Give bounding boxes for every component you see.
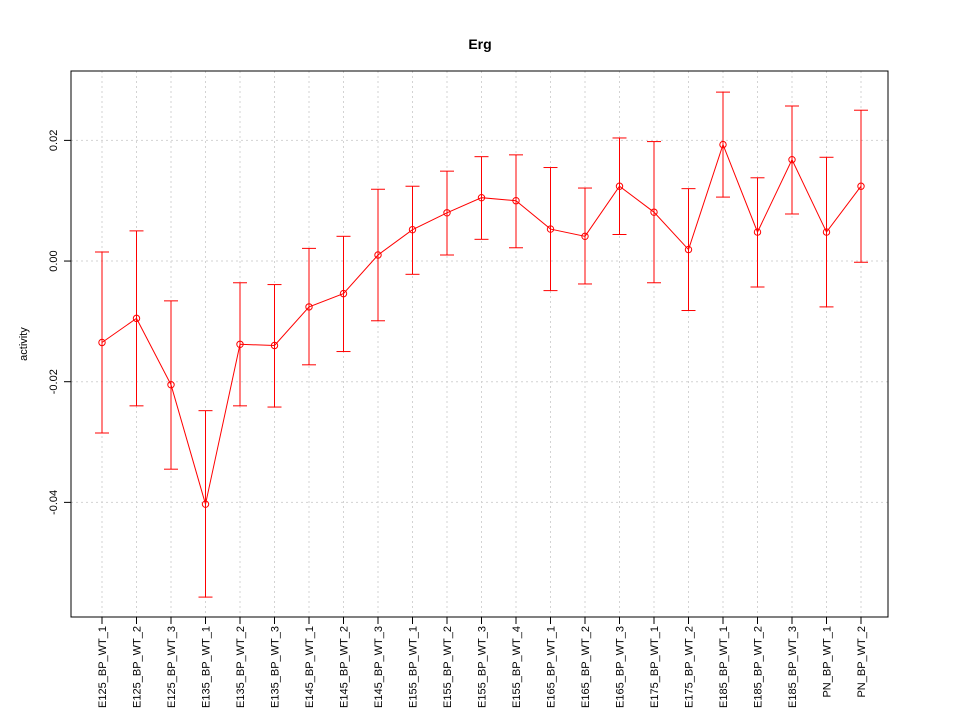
data-point [201,500,210,508]
data-point [857,182,865,190]
y-axis: -0.04 -0.02 0.00 0.02 [48,130,72,515]
data-point [236,340,244,349]
data-point [684,245,693,254]
data-point [132,314,141,323]
x-tick-label: E145_BP_WT_1 [304,626,316,708]
x-tick-label: E145_BP_WT_3 [373,626,385,708]
series-layer [98,140,865,508]
x-tick-label: E145_BP_WT_2 [339,626,351,708]
grid [71,71,888,617]
x-tick-label: E175_BP_WT_2 [684,626,696,708]
data-point [167,381,175,389]
chart-title: Erg [468,36,491,52]
x-tick-label: E155_BP_WT_2 [442,626,454,708]
data-point [374,251,382,259]
data-point [443,209,451,217]
x-tick-label: E185_BP_WT_3 [787,626,799,708]
x-tick-label: E125_BP_WT_3 [166,626,178,708]
data-point [305,303,313,311]
data-point [615,182,624,190]
x-tick-label: E135_BP_WT_1 [201,626,213,708]
data-point [546,225,555,233]
x-tick-label: E155_BP_WT_1 [408,626,420,708]
y-tick-label: 0.00 [48,250,60,271]
y-tick-label: -0.02 [48,369,60,394]
x-axis: E125_BP_WT_1 E125_BP_WT_2 E125_BP_WT_3 E135… [97,616,868,708]
x-tick-label: E175_BP_WT_1 [649,626,661,708]
x-tick-label: E135_BP_WT_3 [270,626,282,708]
data-point [719,140,727,149]
data-point [753,228,762,236]
y-tick-label: -0.04 [48,490,60,515]
data-point [788,155,796,164]
data-point [512,197,520,205]
plot-frame [70,70,889,618]
data-point [98,338,106,347]
x-tick-label: PN_BP_WT_1 [822,626,834,698]
x-tick-label: E165_BP_WT_1 [546,626,558,708]
y-tick-label: 0.02 [48,130,60,151]
data-point [270,341,279,350]
x-tick-label: E165_BP_WT_2 [580,626,592,708]
series-line [101,143,862,505]
x-tick-label: E125_BP_WT_2 [132,626,144,708]
data-point [822,228,831,236]
x-tick-label: E165_BP_WT_3 [615,626,627,708]
data-point [408,225,417,234]
x-tick-label: E155_BP_WT_4 [511,626,523,708]
data-point [477,193,486,202]
data-point [650,208,658,216]
x-tick-label: PN_BP_WT_2 [856,626,868,698]
y-axis-label: activity [18,327,30,361]
data-point [339,289,348,298]
x-tick-label: E185_BP_WT_1 [718,626,730,708]
x-tick-label: E155_BP_WT_3 [477,626,489,708]
x-tick-label: E185_BP_WT_2 [753,626,765,708]
x-tick-label: E125_BP_WT_1 [97,626,109,708]
x-tick-label: E135_BP_WT_2 [235,626,247,708]
data-point [581,232,589,241]
